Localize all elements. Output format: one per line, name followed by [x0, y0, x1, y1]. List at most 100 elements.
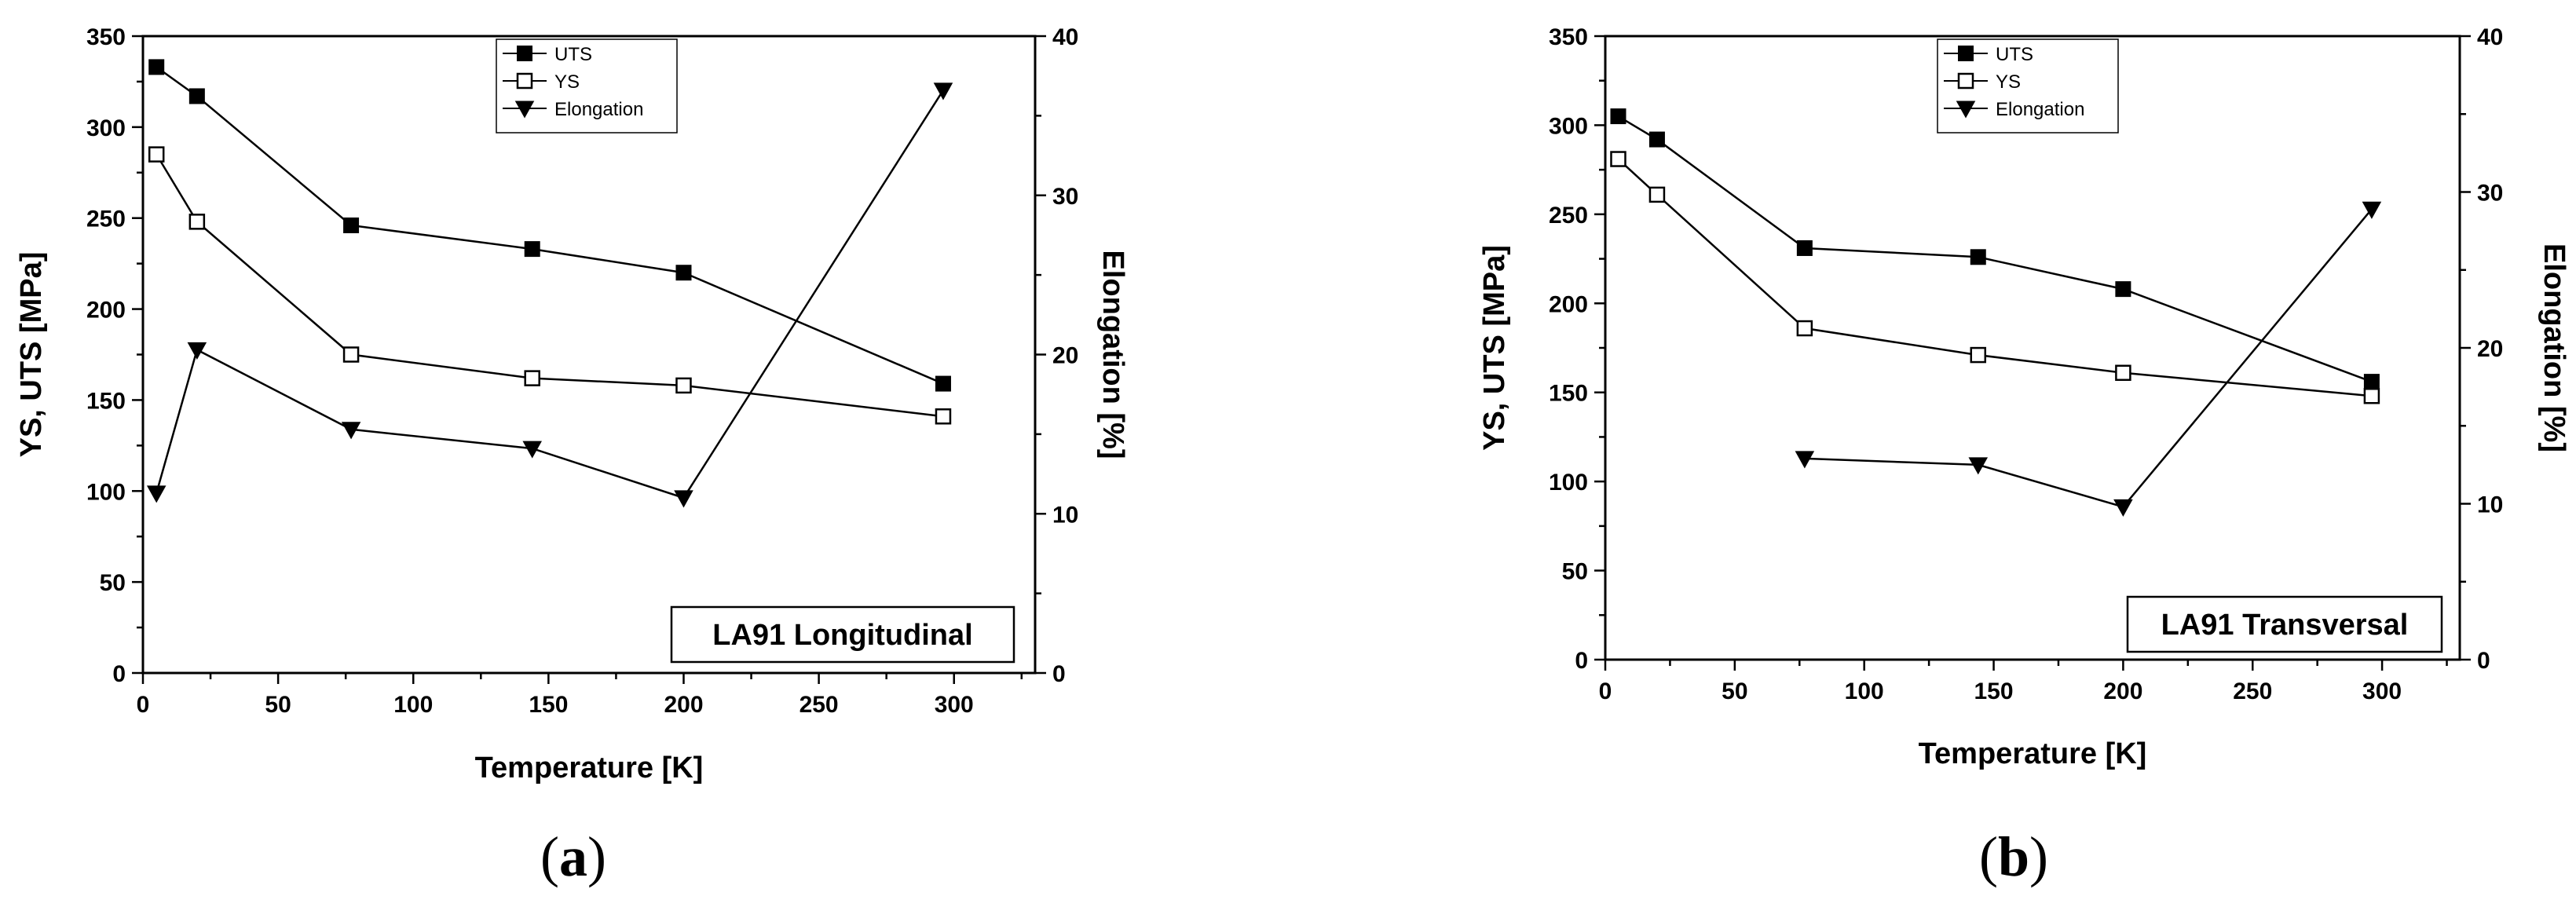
series-line-uts — [1617, 115, 2373, 383]
data-point-uts — [1796, 240, 1813, 256]
legend-label: UTS — [1996, 44, 2033, 65]
data-point-ys — [1610, 151, 1626, 167]
x-tick-label: 250 — [800, 692, 839, 718]
y2-tick-label: 10 — [2477, 492, 2503, 518]
data-point-elongation — [522, 441, 542, 459]
x-tick-label: 300 — [935, 692, 974, 718]
x-tick-label: 50 — [1722, 678, 1747, 704]
data-point-ys — [935, 408, 952, 425]
data-point-ys — [524, 370, 540, 386]
data-point-ys — [342, 346, 360, 363]
y-tick-label: 100 — [1549, 470, 1588, 496]
series-line-elongation — [1804, 208, 2373, 508]
data-point-elongation — [1795, 451, 1815, 469]
y-tick-label: 200 — [86, 298, 126, 324]
data-point-uts — [935, 375, 951, 392]
series-line-elongation — [156, 90, 945, 499]
y-tick-label: 50 — [100, 570, 126, 596]
x-tick-label: 50 — [265, 692, 291, 718]
legend: UTS YS Elongation — [496, 38, 678, 133]
y-tick-label: 250 — [86, 207, 126, 232]
y2-tick-label: 10 — [1052, 502, 1078, 528]
panel-caption: (b) — [1979, 825, 2048, 888]
annotation-label: LA91 Longitudinal — [712, 619, 972, 652]
y2-tick-label: 0 — [1052, 661, 1066, 687]
legend-label: UTS — [554, 44, 592, 65]
data-point-uts — [524, 241, 540, 258]
x-tick-label: 150 — [1974, 678, 2014, 704]
legend-label: Elongation — [554, 99, 643, 120]
y2-axis-title: Elongation [%] — [2538, 243, 2571, 452]
y-tick-label: 300 — [1549, 113, 1588, 139]
annotation-box — [2126, 595, 2443, 653]
y2-tick-label: 20 — [1052, 343, 1078, 369]
y-axis-title: YS, UTS [MPa] — [15, 252, 48, 458]
data-point-elongation — [933, 82, 953, 101]
data-point-uts — [675, 265, 692, 281]
chart-panel-b: 0 50 100 150 200 250 300 0 50 100 150 200 250 300 350 0… — [1288, 0, 2576, 907]
x-tick-label: 200 — [664, 692, 703, 718]
data-point-elongation — [674, 490, 693, 508]
y-tick-label: 0 — [112, 661, 126, 687]
y-tick-label: 350 — [1549, 24, 1588, 50]
y2-tick-label: 40 — [1052, 24, 1078, 50]
data-point-uts — [343, 217, 360, 233]
annotation-box — [670, 605, 1015, 664]
legend-marker — [1956, 101, 1976, 119]
legend: UTS YS Elongation — [1937, 38, 2119, 133]
y-tick-label: 100 — [86, 479, 126, 505]
x-axis-title: Temperature [K] — [1919, 737, 2147, 770]
data-point-elongation — [146, 485, 166, 503]
legend-label: YS — [1996, 71, 2021, 93]
data-point-elongation — [187, 342, 207, 360]
x-tick-label: 150 — [529, 692, 568, 718]
x-tick-label: 100 — [393, 692, 433, 718]
data-point-uts — [1970, 249, 1986, 265]
data-point-ys — [2115, 364, 2131, 382]
data-point-ys — [1796, 320, 1813, 337]
legend-marker — [517, 46, 532, 61]
y2-tick-label: 0 — [2477, 648, 2490, 674]
x-axis-title: Temperature [K] — [475, 752, 704, 784]
x-tick-label: 250 — [2233, 678, 2272, 704]
data-point-elongation — [2113, 499, 2133, 518]
data-point-uts — [1610, 108, 1626, 125]
y-tick-label: 350 — [86, 24, 126, 50]
legend-marker — [1958, 46, 1974, 61]
data-point-uts — [188, 88, 205, 104]
y2-tick-label: 40 — [2477, 24, 2503, 50]
chart-a-svg: 0 50 100 150 200 250 300 0 50 100 150 200 250 300 350 0… — [15, 24, 1129, 888]
data-point-uts — [148, 59, 165, 75]
y-tick-label: 250 — [1549, 203, 1588, 229]
y2-axis-title: Elongation [%] — [1096, 251, 1129, 459]
legend-marker — [1957, 72, 1974, 90]
y-tick-label: 150 — [1549, 381, 1588, 407]
chart-panel-a: 0 50 100 150 200 250 300 0 50 100 150 200 250 300 350 0… — [15, 24, 1129, 888]
y-tick-label: 150 — [86, 388, 126, 414]
x-tick-label: 100 — [1845, 678, 1884, 704]
data-point-uts — [1648, 131, 1665, 148]
x-tick-label: 0 — [1599, 678, 1612, 704]
y-axis-title: YS, UTS [MPa] — [1478, 245, 1511, 451]
x-tick-label: 300 — [2362, 678, 2402, 704]
annotation-label: LA91 Transversal — [2161, 609, 2409, 642]
y2-tick-label: 30 — [2477, 181, 2503, 207]
y-tick-label: 300 — [86, 115, 126, 141]
legend-marker — [516, 72, 533, 90]
data-point-uts — [2363, 374, 2380, 390]
data-point-uts — [2115, 281, 2131, 298]
y2-tick-label: 30 — [1052, 184, 1078, 210]
chart-b-svg: 0 50 100 150 200 250 300 0 50 100 150 200 250 300 350 0… — [1478, 24, 2571, 888]
y-tick-label: 50 — [1562, 559, 1588, 585]
legend-label: YS — [554, 71, 580, 93]
data-point-ys — [148, 146, 165, 163]
y2-tick-label: 20 — [2477, 336, 2503, 362]
data-point-ys — [2363, 388, 2380, 404]
data-point-ys — [1970, 346, 1987, 364]
data-point-ys — [675, 377, 692, 394]
x-tick-label: 200 — [2103, 678, 2142, 704]
data-point-elongation — [2362, 201, 2382, 219]
data-point-elongation — [341, 422, 361, 440]
series-line-ys — [156, 153, 944, 418]
data-point-ys — [1648, 186, 1666, 203]
